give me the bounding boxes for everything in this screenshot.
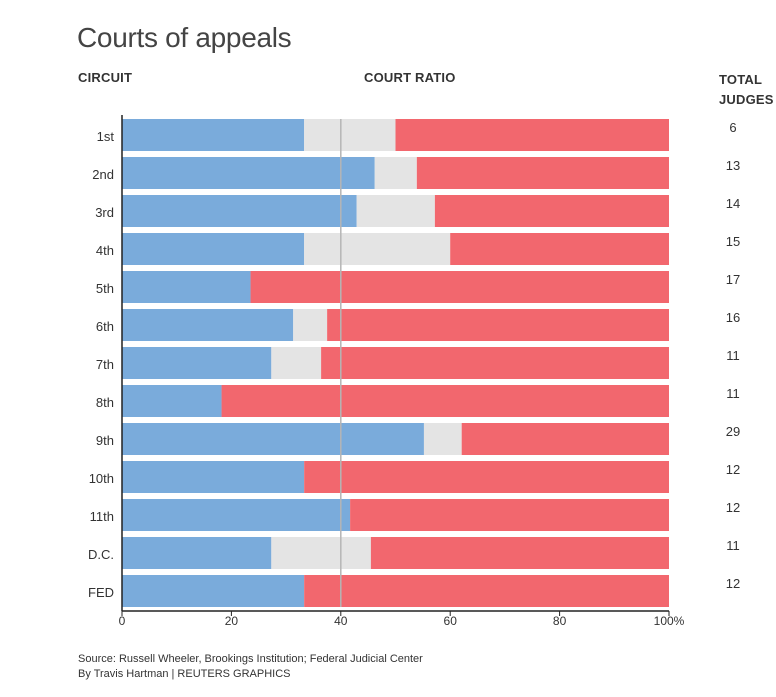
x-tick-label: 0 [119,614,126,628]
category-label: 8th [96,395,114,410]
bar-segment-7-1 [122,347,272,379]
category-label: 9th [96,433,114,448]
bar-segment-12-3 [370,537,669,569]
bar-segment-2-3 [416,157,669,189]
bar-segment-4-2 [304,233,451,265]
x-tick-label: 20 [225,614,239,628]
total-judges-value: 11 [726,386,740,401]
total-judges-value: 12 [726,500,740,515]
bar-segment-6-3 [327,309,669,341]
bar-segment-6-2 [293,309,328,341]
total-judges-value: 12 [726,576,740,591]
bar-segment-3-2 [356,195,435,227]
source-note: Source: Russell Wheeler, Brookings Insti… [78,653,423,665]
bar-segment-10-3 [304,461,669,493]
total-judges-value: 17 [726,272,740,287]
bar-segment-8-1 [122,385,222,417]
bar-segment-2-1 [122,157,375,189]
x-tick-label: 40 [334,614,348,628]
bar-segment-5-3 [250,271,670,303]
bar-segment-1-2 [304,119,396,151]
bar-segment-12-2 [271,537,371,569]
bar-segment-7-3 [321,347,669,379]
total-judges-value: 12 [726,462,740,477]
bar-segment-1-3 [395,119,669,151]
x-tick-label: 80 [553,614,567,628]
bar-segment-9-1 [122,423,424,455]
bar-segment-11-1 [122,499,351,531]
total-judges-value: 6 [729,120,736,135]
bar-segment-9-2 [423,423,462,455]
court-ratio-column-header: COURT RATIO [364,70,456,85]
total-judges-value: 14 [726,196,740,211]
bar-segment-12-1 [122,537,272,569]
bar-segment-5-1 [122,271,251,303]
bar-segment-3-1 [122,195,357,227]
x-tick-label: 60 [444,614,458,628]
bar-segment-4-3 [450,233,669,265]
total-judges-value: 16 [726,310,740,325]
bar-segment-1-1 [122,119,305,151]
category-label: 2nd [92,167,114,182]
category-label: 4th [96,243,114,258]
category-label: 7th [96,357,114,372]
total-judges-value: 13 [726,158,740,173]
credit-note: By Travis Hartman | REUTERS GRAPHICS [78,668,291,680]
category-label: 11th [90,509,114,524]
category-label: 5th [96,281,114,296]
category-label: 3rd [95,205,114,220]
category-label: D.C. [88,547,114,562]
bar-segment-2-2 [374,157,417,189]
total-judges-value: 11 [726,348,740,363]
category-label: 10th [89,471,114,486]
bar-segment-13-3 [304,575,669,607]
x-tick-label: 100% [654,614,685,628]
bar-segment-8-3 [221,385,669,417]
category-label: 6th [96,319,114,334]
total-judges-column-header: TOTAL JUDGES [719,72,774,107]
bar-segment-6-1 [122,309,294,341]
bar-segment-11-3 [350,499,669,531]
circuit-column-header: CIRCUIT [78,70,133,85]
bar-segment-10-1 [122,461,305,493]
category-label: 1st [97,129,115,144]
bar-segment-13-1 [122,575,305,607]
total-judges-value: 11 [726,538,740,553]
bar-segment-3-3 [434,195,669,227]
bar-segment-9-3 [461,423,669,455]
bar-segment-7-2 [271,347,322,379]
chart-title: Courts of appeals [77,22,292,53]
total-judges-value: 29 [726,424,740,439]
total-judges-value: 15 [726,234,740,249]
bar-segment-4-1 [122,233,305,265]
category-label: FED [88,585,114,600]
